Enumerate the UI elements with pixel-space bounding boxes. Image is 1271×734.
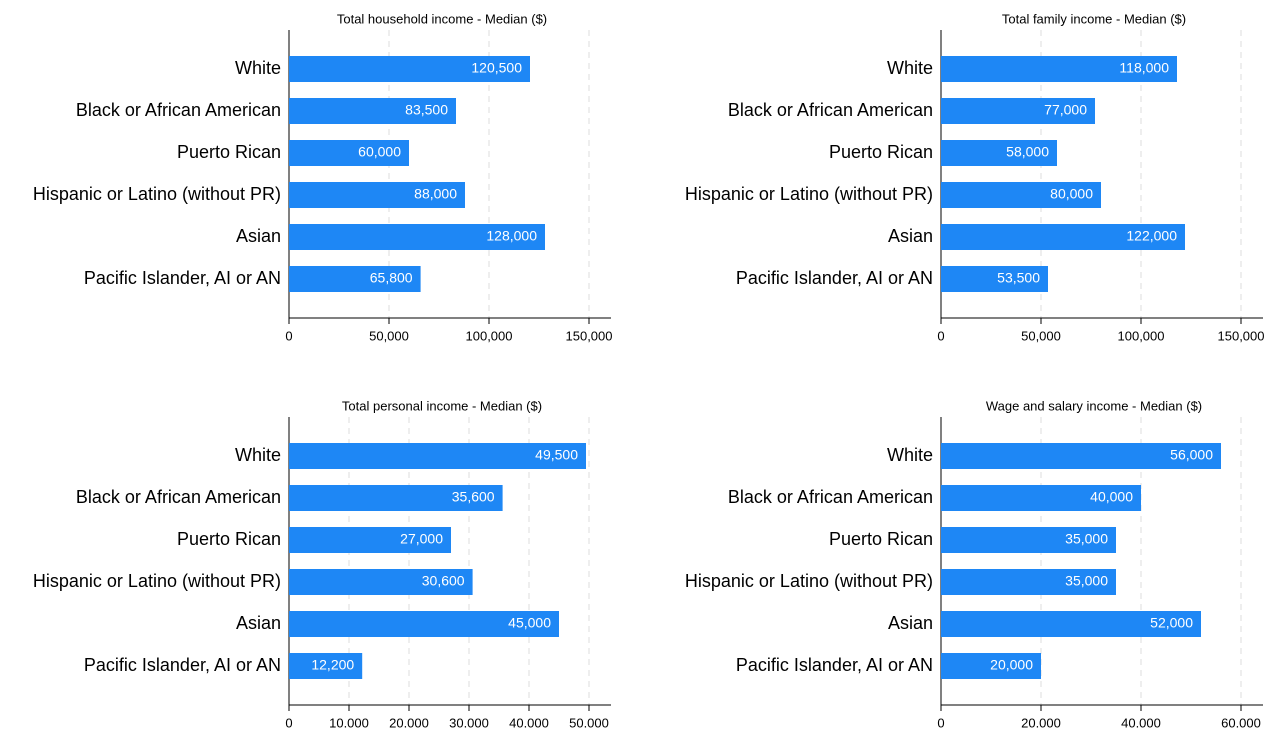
value-label: 45,000	[508, 615, 551, 631]
bar	[289, 443, 586, 469]
value-label: 77,000	[1044, 102, 1087, 118]
x-tick-label: 150,000	[1218, 328, 1265, 343]
x-tick-label: 0	[937, 328, 944, 343]
category-label: Asian	[888, 613, 933, 633]
x-tick-label: 20.000	[1021, 715, 1061, 729]
value-label: 56,000	[1170, 447, 1213, 463]
bar	[941, 443, 1221, 469]
bar	[289, 140, 409, 166]
bar	[941, 653, 1041, 679]
x-tick-label: 50,000	[1021, 328, 1061, 343]
bar	[289, 653, 363, 679]
category-label: Asian	[236, 613, 281, 633]
bar	[941, 140, 1057, 166]
value-label: 122,000	[1126, 228, 1177, 244]
x-tick-label: 50,000	[369, 328, 409, 343]
bar	[289, 569, 473, 595]
category-label: Puerto Rican	[177, 529, 281, 549]
value-label: 128,000	[486, 228, 537, 244]
value-label: 65,800	[370, 270, 413, 286]
bar	[289, 98, 456, 124]
value-label: 83,500	[405, 102, 448, 118]
category-label: Hispanic or Latino (without PR)	[33, 184, 281, 204]
bar	[941, 611, 1201, 637]
value-label: 88,000	[414, 186, 457, 202]
value-label: 58,000	[1006, 144, 1049, 160]
value-label: 40,000	[1090, 489, 1133, 505]
x-tick-label: 0	[937, 715, 944, 729]
bar	[941, 527, 1116, 553]
value-label: 30,600	[422, 573, 465, 589]
bar	[941, 224, 1185, 250]
chart-title: Total household income - Median ($)	[337, 11, 547, 26]
category-label: Asian	[888, 226, 933, 246]
category-label: Black or African American	[728, 100, 933, 120]
value-label: 35,000	[1065, 531, 1108, 547]
x-tick-label: 30.000	[449, 715, 489, 729]
bar	[941, 485, 1141, 511]
value-label: 20,000	[990, 657, 1033, 673]
x-tick-label: 40.000	[509, 715, 549, 729]
value-label: 118,000	[1119, 60, 1169, 76]
category-label: Hispanic or Latino (without PR)	[33, 571, 281, 591]
chart-title: Total family income - Median ($)	[1002, 11, 1186, 26]
category-label: Pacific Islander, AI or AN	[736, 655, 933, 675]
bar	[941, 182, 1101, 208]
category-label: White	[235, 58, 281, 78]
bar	[941, 266, 1048, 292]
x-tick-label: 100,000	[1118, 328, 1165, 343]
x-tick-label: 150,000	[566, 328, 613, 343]
category-label: White	[235, 445, 281, 465]
category-label: Puerto Rican	[829, 142, 933, 162]
value-label: 60,000	[358, 144, 401, 160]
value-label: 49,500	[535, 447, 578, 463]
value-label: 12,200	[311, 657, 354, 673]
x-tick-label: 50.000	[569, 715, 609, 729]
category-label: Black or African American	[76, 487, 281, 507]
x-tick-label: 0	[285, 328, 292, 343]
bar	[941, 569, 1116, 595]
bar	[289, 485, 503, 511]
category-label: Hispanic or Latino (without PR)	[685, 184, 933, 204]
category-label: White	[887, 58, 933, 78]
x-tick-label: 0	[285, 715, 292, 729]
category-label: Hispanic or Latino (without PR)	[685, 571, 933, 591]
value-label: 35,000	[1065, 573, 1108, 589]
bar	[289, 527, 451, 553]
x-tick-label: 40.000	[1121, 715, 1161, 729]
value-label: 53,500	[997, 270, 1040, 286]
category-label: Pacific Islander, AI or AN	[84, 655, 281, 675]
x-tick-label: 10.000	[329, 715, 369, 729]
value-label: 80,000	[1050, 186, 1093, 202]
value-label: 35,600	[452, 489, 495, 505]
value-label: 27,000	[400, 531, 443, 547]
category-label: Pacific Islander, AI or AN	[84, 268, 281, 288]
category-label: Black or African American	[76, 100, 281, 120]
bar	[941, 98, 1095, 124]
category-label: Pacific Islander, AI or AN	[736, 268, 933, 288]
x-tick-label: 100,000	[466, 328, 513, 343]
bar	[289, 182, 465, 208]
bar	[289, 266, 421, 292]
x-tick-label: 60.000	[1221, 715, 1261, 729]
chart-title: Total personal income - Median ($)	[342, 398, 542, 413]
category-label: Asian	[236, 226, 281, 246]
bar	[289, 56, 530, 82]
bar	[289, 611, 559, 637]
x-tick-label: 20.000	[389, 715, 429, 729]
bar	[289, 224, 545, 250]
category-label: Black or African American	[728, 487, 933, 507]
bar	[941, 56, 1177, 82]
chart-title: Wage and salary income - Median ($)	[986, 398, 1202, 413]
value-label: 120,500	[471, 60, 522, 76]
value-label: 52,000	[1150, 615, 1193, 631]
category-label: White	[887, 445, 933, 465]
category-label: Puerto Rican	[829, 529, 933, 549]
category-label: Puerto Rican	[177, 142, 281, 162]
